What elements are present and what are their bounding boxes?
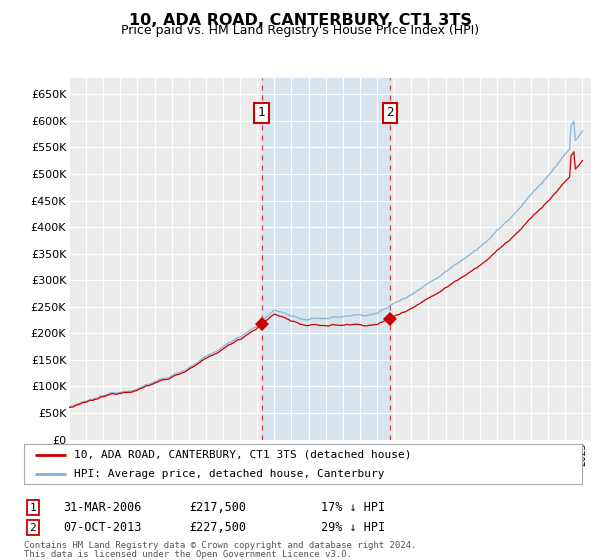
Text: 17% ↓ HPI: 17% ↓ HPI bbox=[321, 501, 385, 515]
Text: £227,500: £227,500 bbox=[189, 521, 246, 534]
Text: 2: 2 bbox=[386, 106, 394, 119]
Text: Price paid vs. HM Land Registry's House Price Index (HPI): Price paid vs. HM Land Registry's House … bbox=[121, 24, 479, 37]
Text: HPI: Average price, detached house, Canterbury: HPI: Average price, detached house, Cant… bbox=[74, 469, 385, 478]
Text: 2: 2 bbox=[29, 522, 37, 533]
Text: 1: 1 bbox=[258, 106, 265, 119]
Text: 07-OCT-2013: 07-OCT-2013 bbox=[63, 521, 142, 534]
Bar bbox=[262, 78, 390, 440]
Text: This data is licensed under the Open Government Licence v3.0.: This data is licensed under the Open Gov… bbox=[24, 550, 352, 559]
Text: 31-MAR-2006: 31-MAR-2006 bbox=[63, 501, 142, 515]
Text: 10, ADA ROAD, CANTERBURY, CT1 3TS (detached house): 10, ADA ROAD, CANTERBURY, CT1 3TS (detac… bbox=[74, 450, 412, 460]
Text: 10, ADA ROAD, CANTERBURY, CT1 3TS: 10, ADA ROAD, CANTERBURY, CT1 3TS bbox=[128, 13, 472, 28]
Text: Contains HM Land Registry data © Crown copyright and database right 2024.: Contains HM Land Registry data © Crown c… bbox=[24, 542, 416, 550]
Text: £217,500: £217,500 bbox=[189, 501, 246, 515]
Text: 29% ↓ HPI: 29% ↓ HPI bbox=[321, 521, 385, 534]
Text: 1: 1 bbox=[29, 503, 37, 513]
